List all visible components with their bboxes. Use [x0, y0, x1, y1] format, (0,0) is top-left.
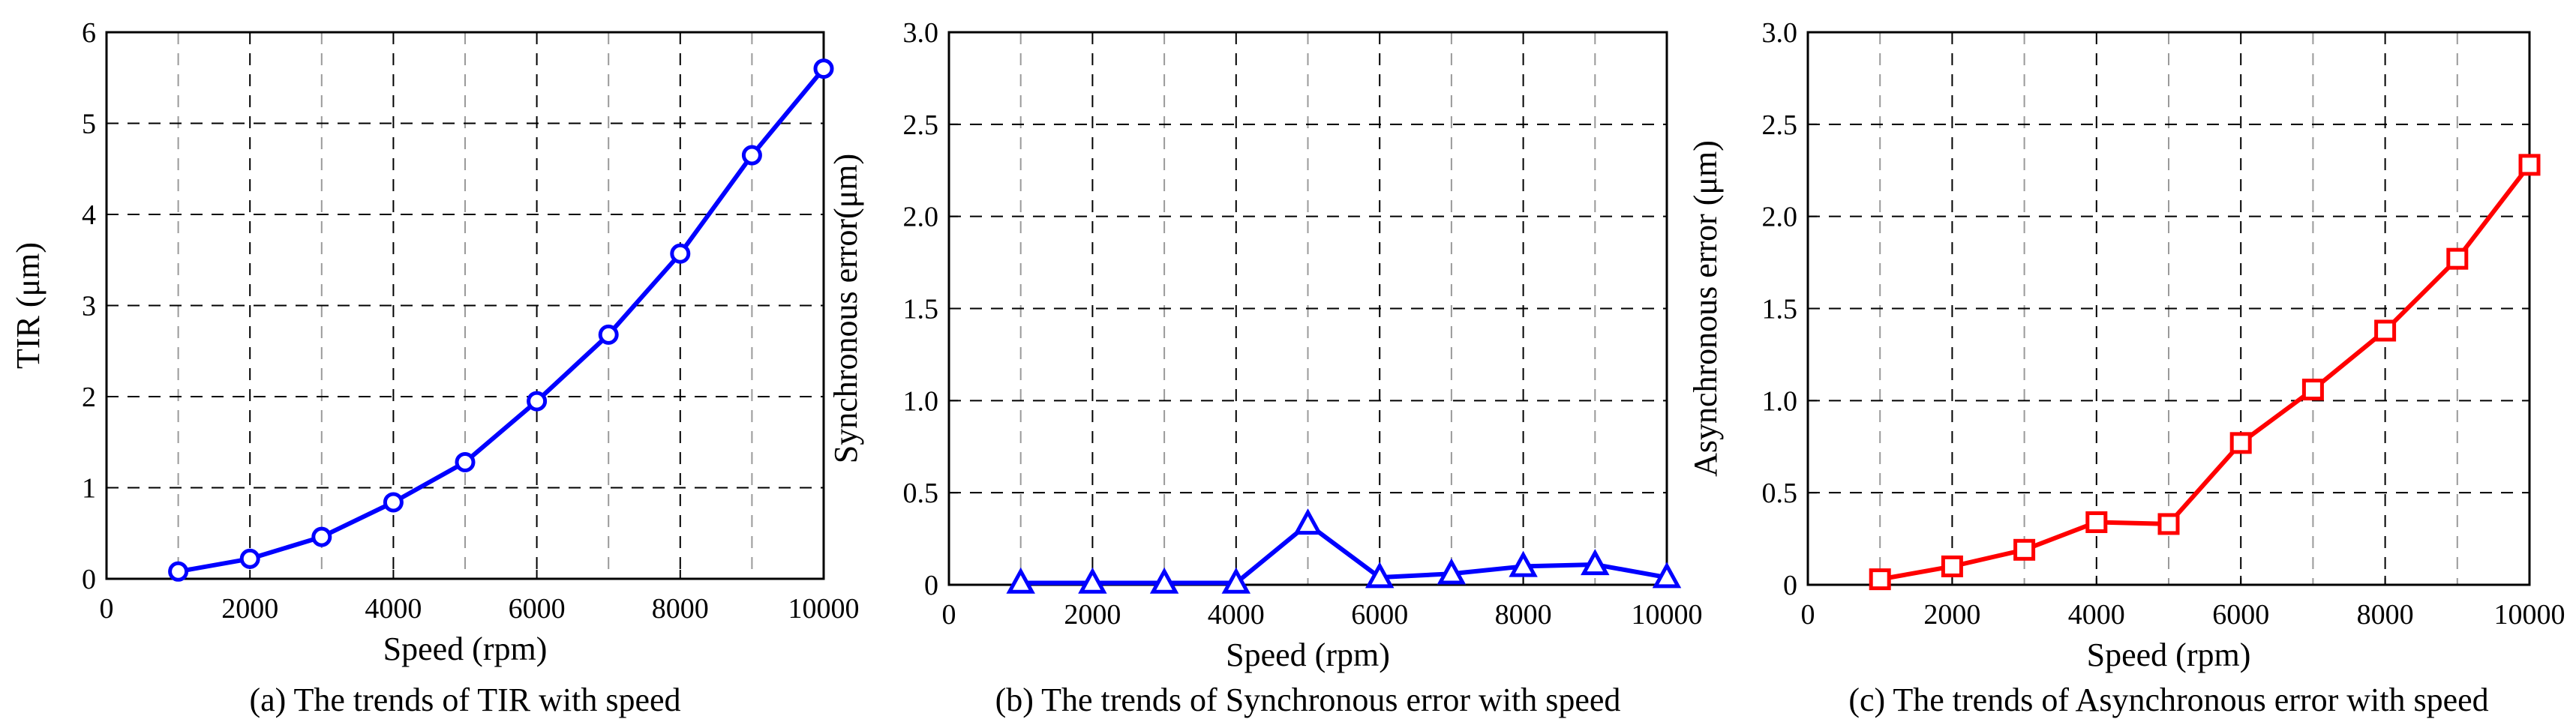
y-tick-label: 2.0 [1762, 202, 1798, 233]
data-point [741, 145, 762, 166]
x-axis-title: Speed (rpm) [383, 631, 548, 667]
y-tick-label: 2.5 [1762, 109, 1798, 141]
x-axis-title: Speed (rpm) [2087, 637, 2251, 673]
data-point [1149, 567, 1179, 594]
x-tick-label: 4000 [2068, 599, 2125, 631]
data-point [455, 451, 476, 472]
y-tick-label: 0.5 [903, 478, 939, 509]
y-tick-label: 4 [82, 199, 96, 231]
x-tick-label: 8000 [1495, 599, 1552, 631]
x-tick-label: 0 [942, 599, 956, 631]
data-point [2085, 511, 2108, 533]
y-tick-label: 1.0 [903, 385, 939, 417]
data-point [1509, 550, 1538, 577]
y-axis-title: Synchronous error(μm) [827, 154, 864, 463]
x-tick-label: 10000 [2494, 599, 2565, 631]
y-tick-label: 3.0 [903, 17, 939, 49]
data-point [168, 561, 189, 582]
data-point [311, 526, 332, 547]
x-tick-label: 10000 [1632, 599, 1703, 631]
x-tick-label: 8000 [652, 593, 709, 625]
series-line [1879, 163, 2532, 582]
data-point [1652, 562, 1682, 589]
series-line [178, 67, 826, 574]
x-tick-label: 4000 [1208, 599, 1265, 631]
data-point [2013, 538, 2036, 561]
chart-panel-1: 0 2000 4000 6000 8000 10000 0 1 2 3 4 5 6 Speed (rpm)… [10, 17, 860, 718]
chart-caption: (a) The trends of TIR with speed [249, 682, 680, 718]
data-point [239, 548, 260, 569]
x-tick-label: 6000 [1351, 599, 1408, 631]
data-point [527, 391, 548, 412]
data-point [598, 324, 619, 345]
y-tick-label: 2 [82, 382, 96, 413]
x-tick-label: 0 [100, 593, 114, 625]
data-point [2157, 513, 2180, 535]
data-point [1221, 567, 1251, 594]
data-point [1869, 568, 1891, 591]
x-axis-title: Speed (rpm) [1226, 637, 1390, 673]
y-tick-label: 0.5 [1762, 478, 1798, 509]
y-tick-label: 3 [82, 291, 96, 322]
data-point [1437, 558, 1467, 585]
y-tick-label: 0 [924, 570, 938, 601]
x-tick-label: 0 [1801, 599, 1815, 631]
y-tick-label: 2.0 [903, 202, 939, 233]
x-tick-label: 4000 [365, 593, 422, 625]
data-point [1941, 555, 1963, 577]
chart-panel-2: 0 2000 4000 6000 8000 10000 0 0.5 1.0 1.5 2.0 2.5 3.… [827, 17, 1703, 718]
chart-caption: (b) The trends of Synchronous error with… [995, 682, 1621, 718]
series-line [1020, 521, 1668, 586]
x-tick-label: 6000 [2212, 599, 2269, 631]
chart-panel-3: 0 2000 4000 6000 8000 10000 0 0.5 1.0 1.5 2.0 2.5 3.… [1687, 17, 2565, 718]
y-tick-label: 1 [82, 473, 96, 505]
y-tick-label: 5 [82, 109, 96, 140]
y-tick-label: 2.5 [903, 109, 939, 141]
y-tick-label: 3.0 [1762, 17, 1798, 49]
y-axis-title: Asynchronous error (μm) [1687, 140, 1724, 477]
x-tick-label: 2000 [1923, 599, 1980, 631]
y-axis-title: TIR (μm) [10, 242, 47, 369]
x-tick-label: 10000 [788, 593, 860, 625]
data-point [813, 58, 834, 79]
x-tick-label: 6000 [509, 593, 566, 625]
data-point [670, 243, 691, 264]
data-point [2518, 154, 2541, 176]
y-tick-label: 0 [82, 564, 96, 595]
data-point [2446, 247, 2469, 270]
x-tick-label: 2000 [221, 593, 278, 625]
data-point [1006, 567, 1035, 594]
x-tick-label: 8000 [2357, 599, 2414, 631]
data-point [2229, 432, 2252, 454]
y-tick-label: 6 [82, 17, 96, 49]
y-tick-label: 1.0 [1762, 385, 1798, 417]
data-point [1293, 508, 1323, 535]
data-point [2301, 379, 2324, 401]
y-tick-label: 1.5 [903, 294, 939, 325]
y-tick-label: 1.5 [1762, 294, 1798, 325]
data-point [1078, 567, 1107, 594]
data-point [383, 492, 404, 513]
x-tick-label: 2000 [1064, 599, 1121, 631]
chart-caption: (c) The trends of Asynchronous error wit… [1848, 682, 2488, 718]
data-point [1581, 549, 1610, 576]
data-point [2374, 319, 2397, 342]
y-tick-label: 0 [1783, 570, 1797, 601]
data-point [1365, 562, 1395, 589]
